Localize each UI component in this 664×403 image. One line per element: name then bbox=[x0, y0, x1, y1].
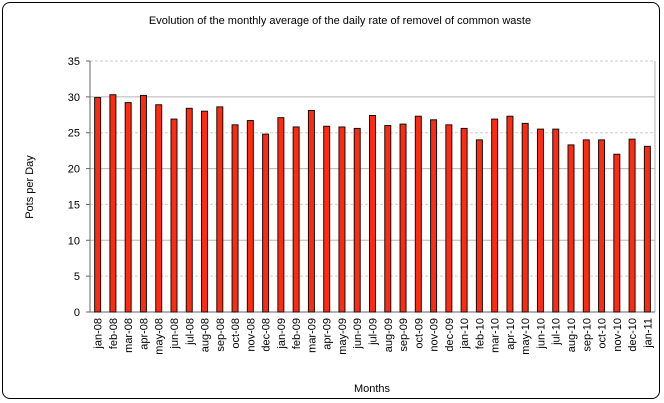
x-tick-label: feb-10 bbox=[474, 318, 486, 349]
bar-nov-10 bbox=[613, 153, 621, 313]
x-tick-label: nov-08 bbox=[245, 318, 257, 352]
x-tick-label: mar-09 bbox=[306, 318, 318, 353]
bar-dec-10 bbox=[628, 138, 636, 313]
bar-sep-09 bbox=[399, 123, 407, 313]
bar-may-09 bbox=[338, 126, 346, 313]
bar-jun-08 bbox=[170, 118, 178, 313]
bar-dec-08 bbox=[262, 133, 270, 313]
x-tick-label: dec-08 bbox=[261, 318, 273, 352]
y-tick-label: 10 bbox=[68, 235, 80, 247]
x-tick-label: jun-09 bbox=[352, 318, 364, 350]
bar-aug-08 bbox=[201, 110, 209, 313]
bar-aug-09 bbox=[384, 125, 392, 313]
x-tick-label: sep-09 bbox=[398, 318, 410, 352]
bar-dec-09 bbox=[445, 124, 453, 313]
x-tick-label: aug-08 bbox=[200, 318, 212, 352]
chart-frame bbox=[2, 2, 660, 399]
y-tick-label: 15 bbox=[68, 199, 80, 211]
x-tick-label: jan-09 bbox=[276, 318, 288, 350]
bar-aug-10 bbox=[567, 144, 575, 313]
x-tick-label: oct-10 bbox=[597, 318, 609, 349]
bar-apr-10 bbox=[506, 115, 514, 313]
y-tick-label: 0 bbox=[74, 307, 80, 319]
x-tick-label: dec-10 bbox=[627, 318, 639, 352]
bar-feb-09 bbox=[292, 126, 300, 313]
x-tick-label: apr-10 bbox=[505, 318, 517, 350]
y-tick-label: 20 bbox=[68, 164, 80, 176]
bar-nov-08 bbox=[246, 120, 254, 313]
bar-apr-08 bbox=[139, 94, 147, 313]
x-tick-label: mar-08 bbox=[123, 318, 135, 353]
bar-feb-08 bbox=[109, 94, 117, 313]
x-tick-label: feb-08 bbox=[108, 318, 120, 349]
bar-jan-08 bbox=[94, 97, 102, 313]
bar-mar-09 bbox=[307, 109, 315, 313]
bar-feb-10 bbox=[475, 139, 483, 313]
x-tick-label: oct-09 bbox=[413, 318, 425, 349]
bar-sep-08 bbox=[216, 106, 224, 313]
bar-jan-09 bbox=[277, 117, 285, 313]
x-tick-label: may-08 bbox=[154, 318, 166, 355]
bar-jun-09 bbox=[353, 127, 361, 313]
x-tick-label: may-10 bbox=[520, 318, 532, 355]
x-tick-label: aug-09 bbox=[383, 318, 395, 352]
x-axis-label: Months bbox=[354, 383, 391, 395]
x-tick-label: dec-09 bbox=[444, 318, 456, 352]
bar-nov-09 bbox=[430, 119, 438, 313]
x-tick-label: sep-10 bbox=[581, 318, 593, 352]
bar-jul-09 bbox=[369, 115, 376, 313]
x-tick-label: may-09 bbox=[337, 318, 349, 355]
bar-oct-10 bbox=[598, 139, 606, 313]
bar-oct-08 bbox=[231, 124, 239, 313]
bar-oct-09 bbox=[414, 115, 422, 313]
bar-apr-09 bbox=[323, 125, 331, 313]
x-tick-label: feb-09 bbox=[291, 318, 303, 349]
bar-sep-10 bbox=[582, 139, 590, 313]
bar-may-10 bbox=[521, 122, 529, 313]
x-tick-label: sep-08 bbox=[215, 318, 227, 352]
y-axis-label: Pots per Day bbox=[24, 155, 36, 219]
x-tick-label: nov-09 bbox=[429, 318, 441, 352]
y-tick-label: 35 bbox=[68, 56, 80, 68]
x-tick-label: jan-10 bbox=[459, 318, 471, 350]
x-tick-label: jul-09 bbox=[368, 318, 380, 346]
bar-jul-10 bbox=[552, 128, 560, 313]
bar-jan-11 bbox=[643, 145, 651, 313]
x-tick-label: jul-08 bbox=[184, 318, 196, 346]
x-tick-label: apr-09 bbox=[322, 318, 334, 350]
bar-mar-08 bbox=[124, 102, 132, 313]
x-tick-label: oct-08 bbox=[230, 318, 242, 349]
x-tick-label: aug-10 bbox=[566, 318, 578, 352]
x-tick-label: jun-10 bbox=[535, 318, 547, 350]
x-tick-label: jan-11 bbox=[642, 318, 654, 349]
y-tick-label: 30 bbox=[68, 92, 80, 104]
x-tick-label: apr-08 bbox=[138, 318, 150, 350]
bar-jan-10 bbox=[460, 127, 468, 313]
y-tick-label: 25 bbox=[68, 128, 80, 140]
bar-jul-08 bbox=[185, 107, 193, 313]
bar-jun-10 bbox=[536, 128, 544, 313]
bar-mar-10 bbox=[491, 118, 499, 313]
x-tick-label: mar-10 bbox=[490, 318, 502, 353]
y-tick-label: 5 bbox=[74, 271, 80, 283]
x-tick-label: nov-10 bbox=[612, 318, 624, 352]
bar-may-08 bbox=[155, 104, 163, 313]
chart-title: Evolution of the monthly average of the … bbox=[149, 15, 531, 27]
x-tick-label: jun-08 bbox=[169, 318, 181, 350]
x-tick-label: jan-08 bbox=[93, 318, 105, 350]
x-tick-label: jul-10 bbox=[551, 318, 563, 346]
